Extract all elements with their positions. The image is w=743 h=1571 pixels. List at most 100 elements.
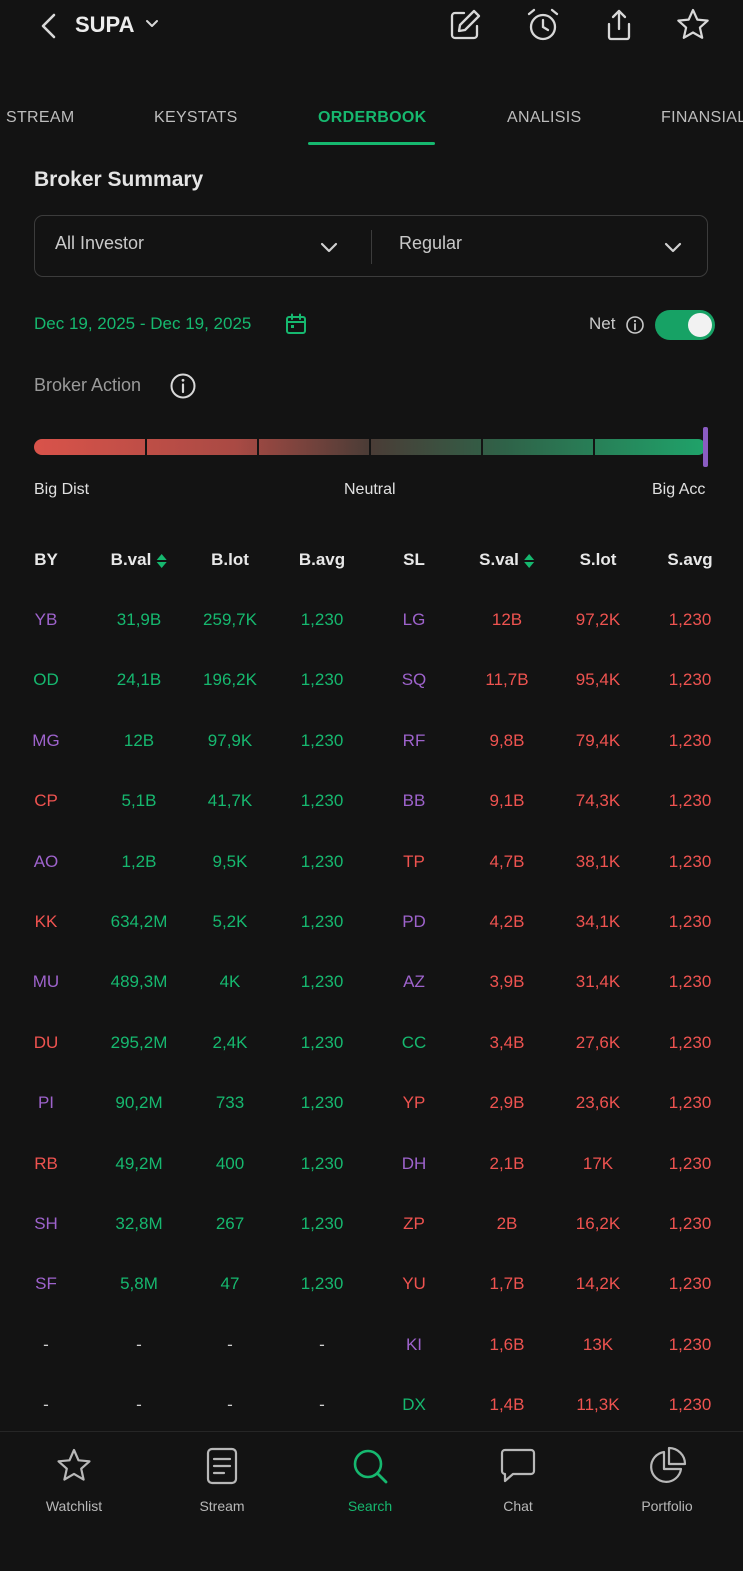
share-icon[interactable]: [600, 6, 638, 44]
cell-sl[interactable]: ZP: [403, 1214, 425, 1233]
table-row[interactable]: MG 12B 97,9K 1,230 RF 9,8B 79,4K 1,230: [0, 711, 743, 771]
cell-by[interactable]: OD: [33, 670, 59, 690]
chevron-down-icon[interactable]: [662, 236, 684, 258]
cell-savg: 1,230: [668, 1153, 712, 1173]
cell-by[interactable]: KK: [34, 912, 58, 931]
cell-sl[interactable]: CC: [401, 1032, 427, 1052]
cell-sval: 3,9B: [489, 972, 525, 992]
ticker-symbol[interactable]: SUPA: [75, 12, 135, 37]
chevron-down-icon[interactable]: [318, 236, 340, 258]
table-row[interactable]: MU 489,3M 4K 1,230 AZ 3,9B 31,4K 1,230: [0, 952, 743, 1012]
cell-sl[interactable]: YU: [402, 1274, 426, 1294]
table-row[interactable]: SH 32,8M 267 1,230 ZP 2B 16,2K 1,230: [0, 1194, 743, 1254]
calendar-icon[interactable]: [284, 312, 308, 336]
cell-by[interactable]: RB: [34, 1153, 58, 1173]
cell-by[interactable]: -: [43, 1395, 49, 1415]
market-filter-select[interactable]: Regular: [399, 233, 463, 253]
cell-blot: 267: [215, 1214, 245, 1233]
cell-by[interactable]: MU: [32, 972, 60, 992]
tab-orderbook[interactable]: ORDERBOOK: [318, 109, 427, 126]
cell-sl[interactable]: BB: [402, 791, 426, 811]
cell-bavg: 1,230: [300, 972, 344, 992]
net-toggle[interactable]: [655, 310, 715, 340]
col-header-bval[interactable]: B.val: [111, 550, 168, 570]
alarm-clock-icon[interactable]: [524, 6, 562, 44]
cell-sl[interactable]: YP: [402, 1093, 426, 1113]
tab-keystats[interactable]: KEYSTATS: [154, 109, 238, 126]
tab-finansial[interactable]: FINANSIAL: [661, 109, 743, 126]
info-icon[interactable]: [625, 315, 645, 335]
filter-bar: All Investor Regular: [34, 215, 708, 277]
meter-divider: [593, 439, 595, 455]
table-row[interactable]: AO 1,2B 9,5K 1,230 TP 4,7B 38,1K 1,230: [0, 832, 743, 892]
cell-sl[interactable]: KI: [405, 1334, 423, 1354]
cell-sl[interactable]: SQ: [401, 670, 427, 690]
col-header-sval[interactable]: S.val: [479, 550, 535, 570]
cell-bavg: 1,230: [300, 670, 344, 690]
star-icon[interactable]: [674, 6, 712, 44]
table-row[interactable]: DU 295,2M 2,4K 1,230 CC 3,4B 27,6K 1,230: [0, 1013, 743, 1073]
table-row[interactable]: RB 49,2M 400 1,230 DH 2,1B 17K 1,230: [0, 1134, 743, 1194]
table-row[interactable]: OD 24,1B 196,2K 1,230 SQ 11,7B 95,4K 1,230: [0, 650, 743, 710]
cell-sl[interactable]: TP: [403, 851, 425, 871]
chevron-down-icon[interactable]: [143, 15, 161, 33]
cell-by[interactable]: MG: [32, 730, 60, 750]
table-row[interactable]: - - - - DX 1,4B 11,3K 1,230: [0, 1375, 743, 1435]
cell-by[interactable]: DU: [33, 1032, 59, 1052]
nav-chat[interactable]: Chat: [463, 1446, 573, 1526]
nav-label: Watchlist: [45, 1498, 103, 1514]
cell-bval: 5,8M: [120, 1274, 158, 1294]
back-arrow-icon[interactable]: [36, 10, 64, 42]
table-row[interactable]: CP 5,1B 41,7K 1,230 BB 9,1B 74,3K 1,230: [0, 771, 743, 831]
nav-search[interactable]: Search: [315, 1446, 425, 1526]
cell-bval: 24,1B: [116, 670, 162, 690]
cell-by[interactable]: PI: [37, 1093, 55, 1113]
edit-note-icon[interactable]: [446, 6, 484, 44]
table-row[interactable]: YB 31,9B 259,7K 1,230 LG 12B 97,2K 1,230: [0, 590, 743, 650]
cell-sl[interactable]: RF: [402, 730, 426, 750]
cell-sval: 2,1B: [489, 1153, 525, 1173]
active-tab-indicator: [308, 142, 435, 145]
nav-stream[interactable]: Stream: [167, 1446, 277, 1526]
info-icon[interactable]: [169, 372, 197, 400]
cell-by[interactable]: SH: [34, 1214, 58, 1233]
cell-blot: 4K: [219, 972, 241, 992]
cell-sval: 1,7B: [489, 1274, 525, 1294]
tab-stream[interactable]: STREAM: [6, 109, 75, 126]
cell-bval: 49,2M: [115, 1153, 163, 1173]
chat-icon: [500, 1448, 536, 1483]
table-row[interactable]: KK 634,2M 5,2K 1,230 PD 4,2B 34,1K 1,230: [0, 892, 743, 952]
cell-bval: 5,1B: [121, 791, 157, 811]
nav-portfolio[interactable]: Portfolio: [612, 1446, 722, 1526]
cell-sval: 11,7B: [485, 670, 529, 690]
cell-slot: 34,1K: [575, 912, 621, 931]
date-range[interactable]: Dec 19, 2025 - Dec 19, 2025: [34, 314, 252, 333]
cell-blot: -: [227, 1395, 233, 1415]
cell-blot: 196,2K: [203, 670, 257, 690]
cell-bval: 31,9B: [116, 610, 162, 629]
cell-sl[interactable]: PD: [402, 912, 426, 931]
table-row[interactable]: - - - - KI 1,6B 13K 1,230: [0, 1315, 743, 1375]
cell-sl[interactable]: AZ: [403, 972, 425, 992]
cell-by[interactable]: AO: [33, 851, 59, 871]
cell-sl[interactable]: DH: [401, 1153, 427, 1173]
table-row[interactable]: SF 5,8M 47 1,230 YU 1,7B 14,2K 1,230: [0, 1254, 743, 1314]
cell-by[interactable]: SF: [35, 1274, 57, 1294]
meter-indicator: [703, 427, 708, 467]
tab-analisis[interactable]: ANALISIS: [507, 109, 582, 126]
cell-bval: 634,2M: [110, 912, 168, 931]
cell-slot: 11,3K: [576, 1395, 620, 1415]
sort-icon[interactable]: [155, 552, 167, 570]
cell-by[interactable]: YB: [34, 610, 58, 629]
sort-icon[interactable]: [523, 552, 535, 570]
cell-sl[interactable]: LG: [402, 610, 426, 629]
cell-by[interactable]: -: [43, 1334, 49, 1354]
cell-by[interactable]: CP: [34, 791, 58, 811]
table-row[interactable]: PI 90,2M 733 1,230 YP 2,9B 23,6K 1,230: [0, 1073, 743, 1133]
cell-sl[interactable]: DX: [402, 1395, 426, 1415]
broker-action-label: Broker Action: [34, 375, 142, 395]
investor-filter-select[interactable]: All Investor: [55, 233, 145, 253]
nav-watchlist[interactable]: Watchlist: [19, 1446, 129, 1526]
cell-bavg: 1,230: [300, 1093, 344, 1113]
cell-sval: 9,8B: [489, 730, 525, 750]
